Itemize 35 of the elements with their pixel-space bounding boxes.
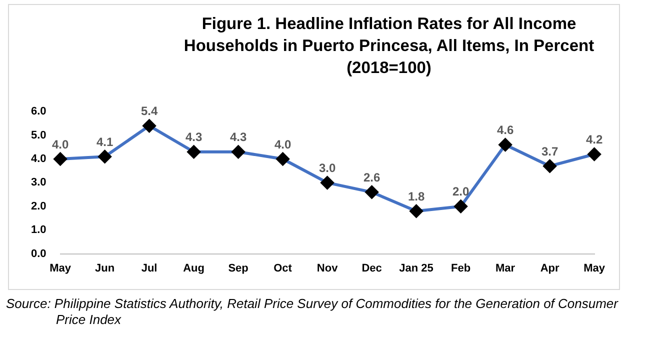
x-tick-label: May [50, 262, 72, 274]
x-tick-label: Aug [183, 262, 204, 274]
x-tick-label: Nov [316, 262, 339, 274]
y-tick-label: 5.0 [30, 129, 46, 142]
y-tick-label: 6.0 [30, 106, 46, 118]
x-tick-label: Jan 25 [399, 262, 434, 274]
data-label: 4.1 [96, 134, 114, 149]
data-label: 3.7 [541, 144, 558, 158]
y-tick-label: 4.0 [30, 153, 46, 166]
y-tick-label: 2.0 [30, 200, 46, 212]
x-tick-label: Dec [362, 262, 382, 274]
data-label: 4.3 [230, 130, 247, 144]
data-label: 2.0 [452, 184, 470, 199]
data-label: 1.8 [408, 189, 425, 204]
data-label: 4.2 [586, 132, 603, 147]
y-tick-label: 3.0 [30, 176, 46, 189]
data-label: 4.3 [185, 130, 202, 144]
x-tick-label: Jun [95, 262, 115, 274]
x-tick-label: May [584, 262, 606, 274]
x-tick-label: Jul [141, 262, 158, 274]
data-label: 3.0 [318, 161, 336, 176]
x-tick-label: Mar [496, 262, 516, 274]
data-label: 4.6 [496, 123, 514, 138]
data-label: 2.6 [363, 170, 380, 184]
x-tick-label: Oct [274, 262, 292, 274]
data-label: 5.4 [140, 104, 158, 118]
data-label: 4.0 [274, 137, 292, 152]
y-tick-label: 0.0 [30, 248, 46, 260]
source-note: Source: Philippine Statistics Authority, Retail Price Survey of Commodities for the Generation of Consumer Price Index [6, 296, 620, 328]
x-tick-label: Feb [451, 262, 471, 274]
y-tick-label: 1.0 [30, 224, 46, 236]
chart-title: Figure 1. Headline Inflation Rates for All Income Households in Puerto Princesa, All Items, In Percent (2018=100) [182, 14, 596, 79]
data-label: 4.0 [52, 137, 69, 152]
x-tick-label: Apr [540, 262, 560, 274]
x-tick-label: Sep [228, 262, 249, 274]
